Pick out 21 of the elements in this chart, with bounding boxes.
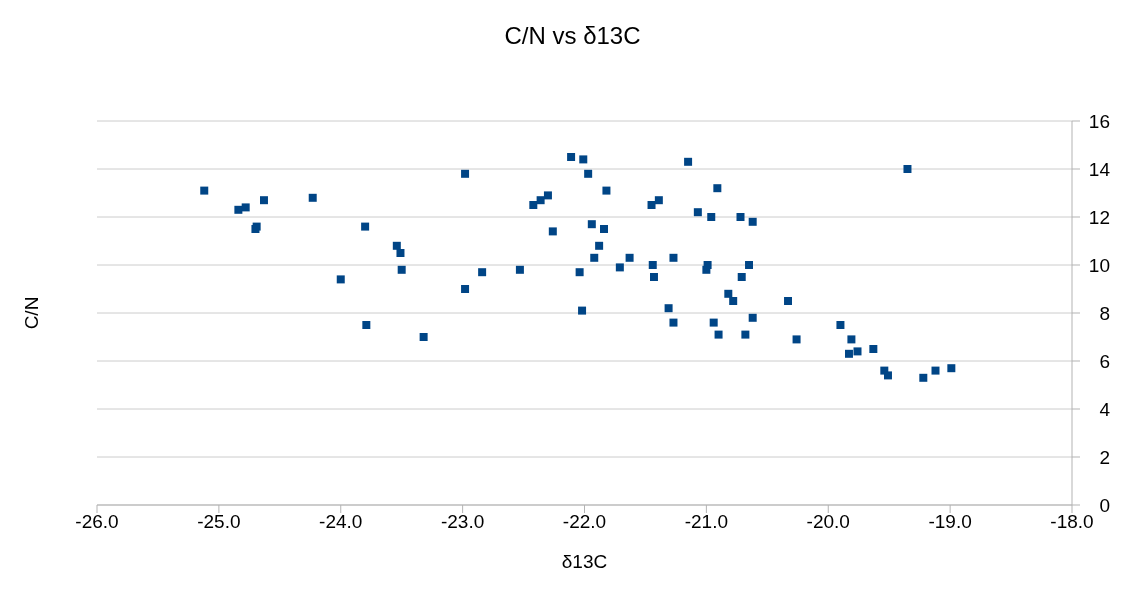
x-tick-label: -20.0 <box>806 511 850 533</box>
y-tick-label: 14 <box>1088 158 1111 180</box>
x-tick-label: -26.0 <box>75 511 119 533</box>
x-axis-title: δ13C <box>561 551 608 572</box>
y-tick-label: 16 <box>1088 110 1110 132</box>
y-tick-label: 0 <box>1099 494 1110 516</box>
y-tick-label: 10 <box>1088 254 1110 276</box>
chart-title: C/N vs δ13C <box>503 22 642 50</box>
x-tick-label: -22.0 <box>562 511 607 533</box>
x-tick-label: -19.0 <box>928 511 972 533</box>
y-tick-label: 6 <box>1099 350 1110 372</box>
y-axis-title: C/N <box>21 296 43 330</box>
y-tick-label: 2 <box>1099 446 1110 468</box>
x-tick-label: -18.0 <box>1050 511 1094 533</box>
y-tick-label: 4 <box>1099 398 1111 420</box>
x-tick-label: -25.0 <box>197 511 241 533</box>
x-tick-label: -23.0 <box>440 511 485 533</box>
x-tick-label: -21.0 <box>684 511 729 533</box>
x-tick-label: -24.0 <box>319 511 363 533</box>
y-tick-label: 8 <box>1099 302 1110 324</box>
y-tick-label: 12 <box>1088 206 1110 228</box>
